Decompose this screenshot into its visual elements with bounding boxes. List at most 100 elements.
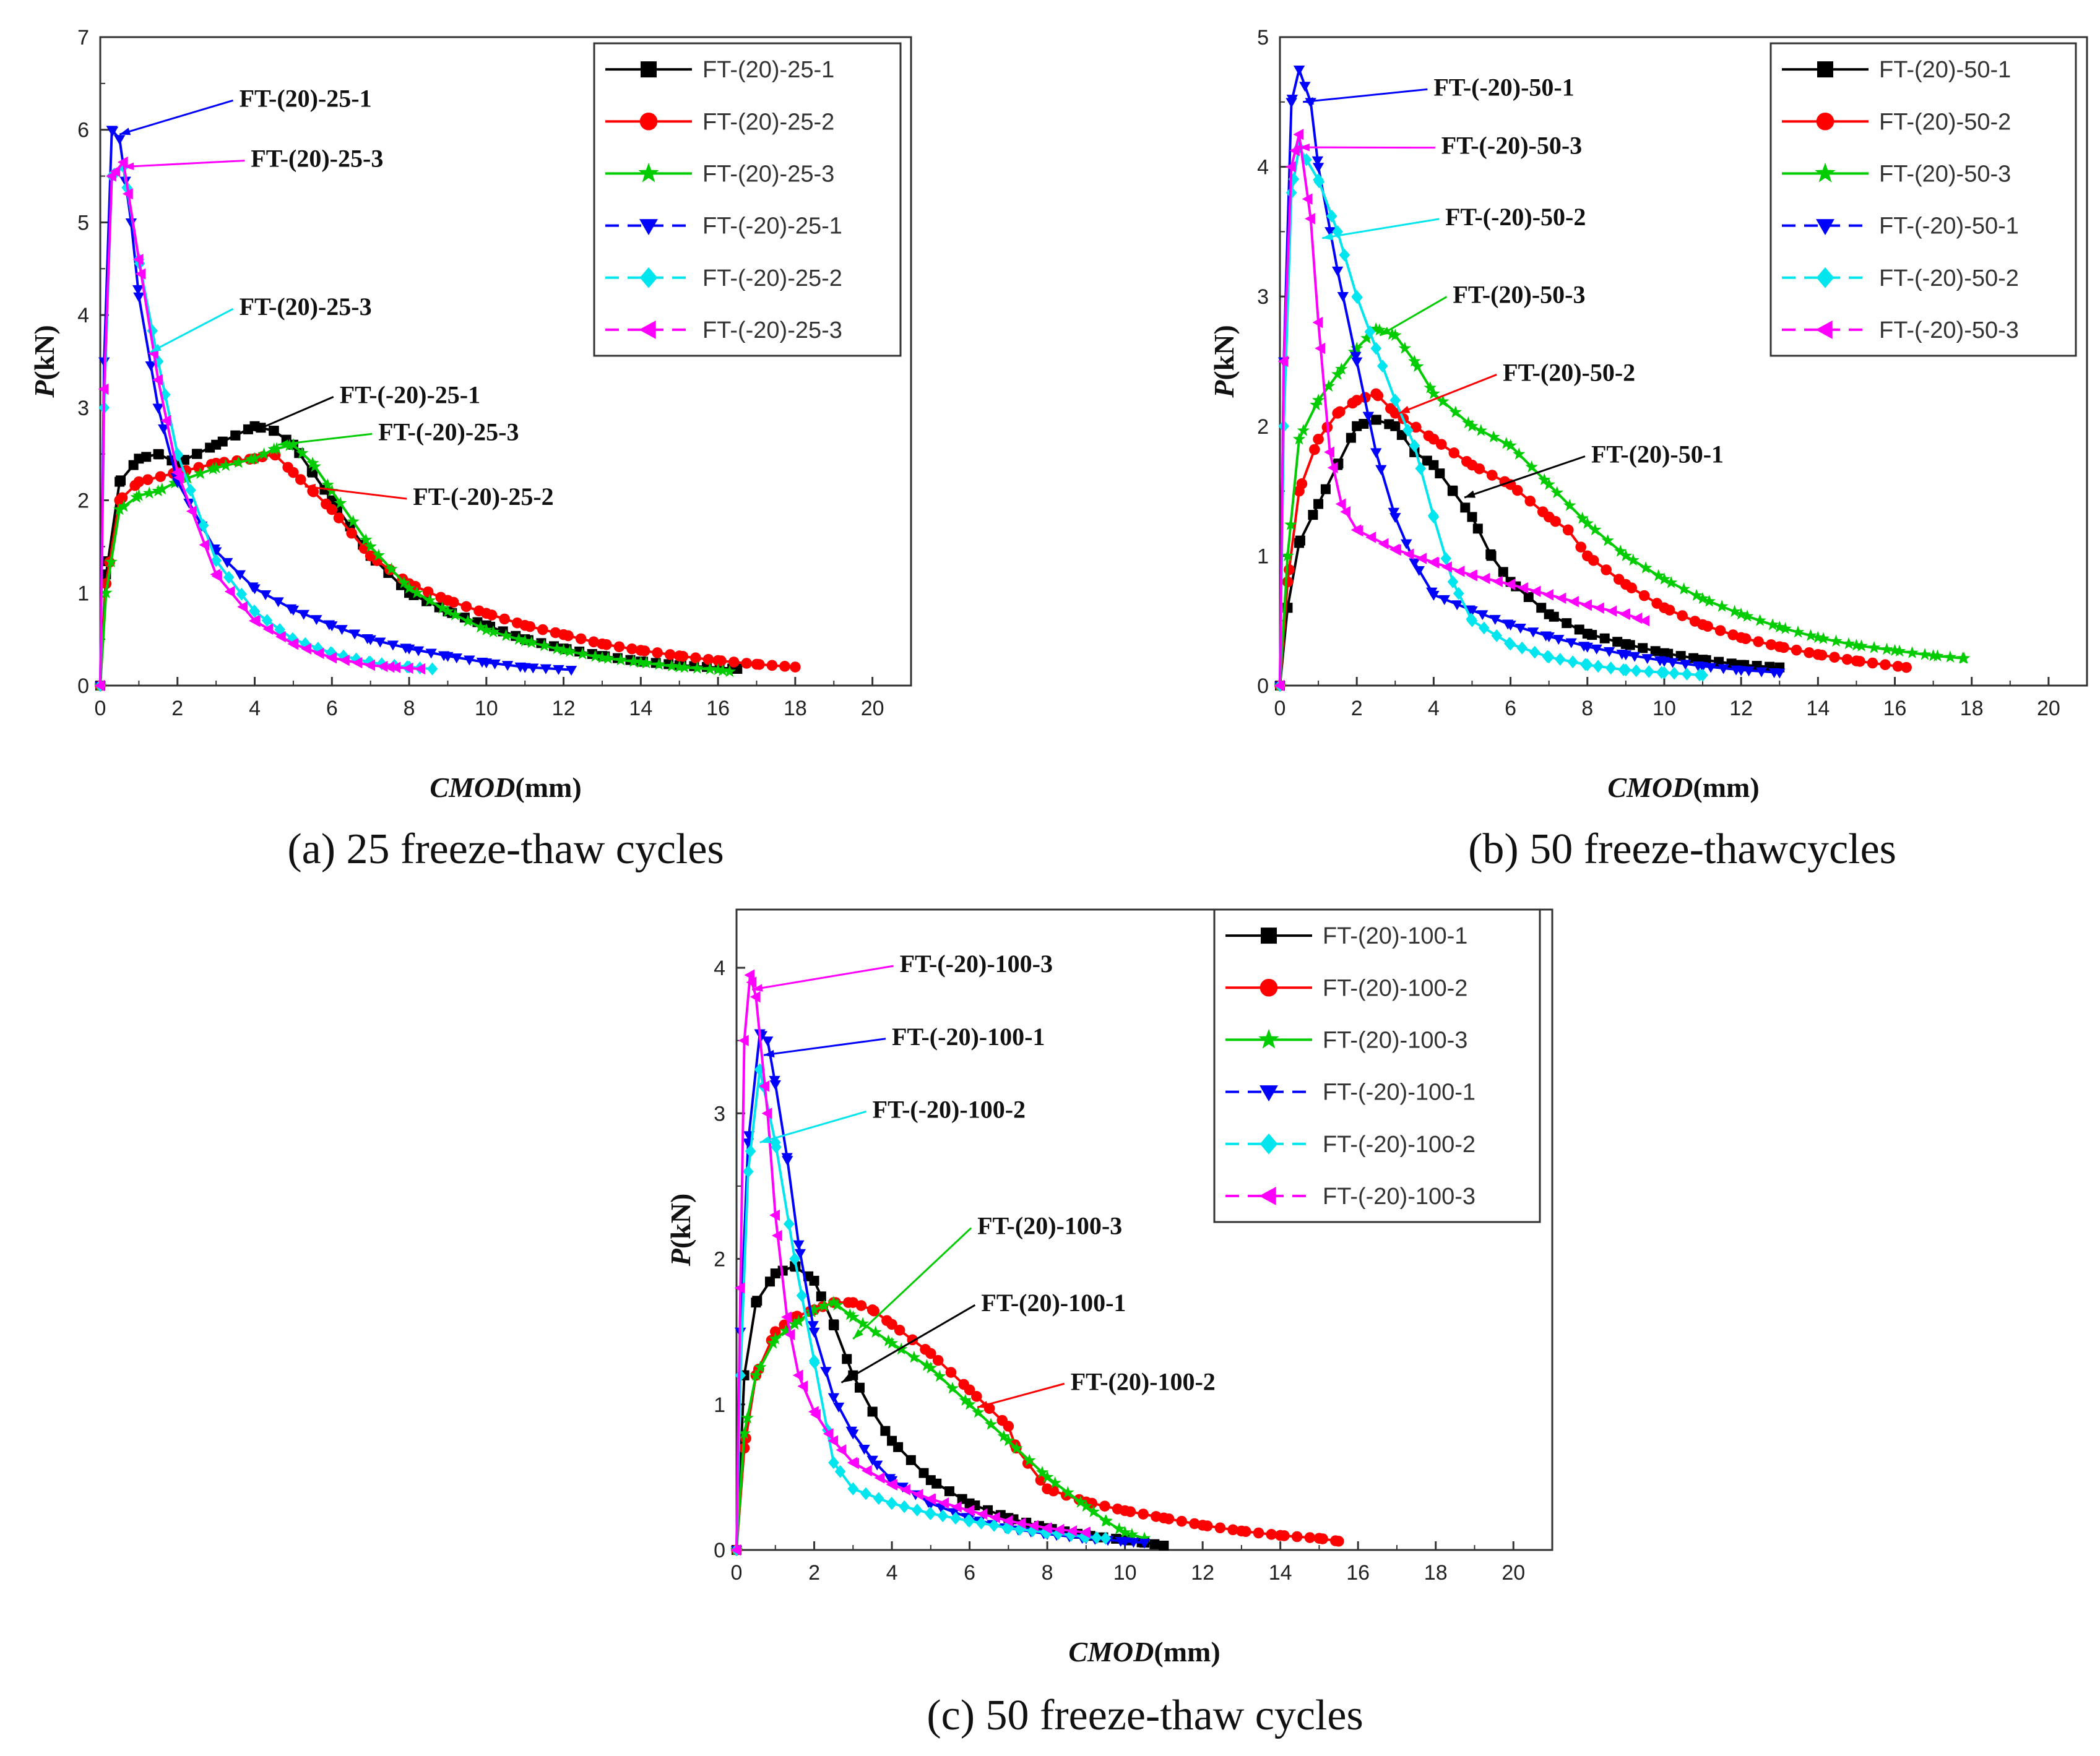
data-point	[827, 1393, 840, 1403]
data-point	[1346, 433, 1356, 443]
data-point	[234, 570, 246, 580]
legend-box	[1213, 908, 1541, 1223]
data-point	[359, 533, 373, 546]
annotation-label: FT-(20)-50-2	[1503, 358, 1635, 386]
annotation-label: FT-(-20)-50-2	[1445, 203, 1586, 231]
data-point	[1158, 1512, 1170, 1524]
annotation-arrow	[123, 162, 134, 170]
data-point	[385, 562, 398, 575]
data-point	[856, 1317, 870, 1329]
data-point	[262, 623, 274, 635]
data-point	[209, 461, 223, 473]
panel-caption: (a) 25 freeze-thaw cycles	[287, 825, 724, 873]
data-point	[1715, 600, 1729, 612]
data-point	[1486, 551, 1497, 561]
data-point	[224, 585, 235, 598]
data-point	[1931, 649, 1944, 662]
series-FT-(20)-50-1	[1275, 415, 1785, 691]
data-point	[321, 478, 334, 491]
data-point	[1641, 654, 1653, 665]
data-point	[287, 437, 300, 450]
data-point	[1927, 649, 1940, 661]
data-point	[818, 1299, 831, 1312]
x-tick-label: 0	[95, 697, 106, 720]
data-point	[113, 502, 126, 515]
data-point	[866, 1304, 878, 1315]
data-point	[1408, 355, 1421, 367]
data-point	[754, 1361, 767, 1373]
annotation: FT-(-20)-50-2	[1322, 203, 1586, 241]
data-point	[905, 1455, 916, 1465]
legend: FT-(20)-50-1 FT-(20)-50-2 FT-(20)-50-3 FT-(…	[1769, 42, 2077, 357]
data-point	[1350, 342, 1363, 354]
data-point	[1292, 433, 1306, 445]
data-point	[836, 1444, 847, 1456]
data-point	[784, 1328, 795, 1341]
data-point	[1427, 387, 1440, 400]
data-point	[797, 1380, 808, 1392]
data-point	[1867, 641, 1881, 653]
data-point	[193, 462, 204, 473]
legend-item: FT-(20)-50-3	[1782, 161, 2011, 187]
data-point	[808, 1406, 819, 1418]
data-point	[1388, 507, 1400, 518]
data-point	[1743, 666, 1755, 677]
data-point	[1466, 569, 1477, 582]
data-point	[295, 474, 306, 485]
data-point	[1370, 388, 1382, 400]
legend-item: FT-(-20)-25-1	[605, 213, 842, 239]
data-point	[1462, 416, 1475, 429]
data-point	[1081, 1530, 1092, 1544]
data-point	[313, 647, 324, 660]
data-point	[907, 1351, 921, 1363]
data-point	[1015, 1517, 1026, 1530]
data-point	[827, 1435, 839, 1447]
data-point	[1479, 572, 1490, 585]
data-point	[132, 254, 144, 265]
data-point	[1958, 652, 1971, 664]
data-point	[558, 629, 569, 640]
data-point	[230, 430, 241, 441]
data-point	[160, 415, 171, 427]
data-point	[538, 639, 551, 652]
data-point	[308, 467, 318, 478]
data-point	[1364, 325, 1376, 338]
legend-label: FT-(20)-100-3	[1323, 1027, 1467, 1053]
data-point	[1855, 639, 1868, 652]
legend-label: FT-(-20)-50-2	[1879, 265, 2019, 291]
data-point	[1901, 661, 1912, 673]
annotation-arrow	[853, 1328, 863, 1339]
data-point	[249, 605, 261, 618]
data-point	[1659, 648, 1669, 658]
data-point	[1581, 658, 1593, 671]
data-point	[553, 665, 564, 675]
data-point	[499, 629, 512, 642]
data-point	[1527, 627, 1539, 638]
data-point	[1735, 632, 1747, 643]
data-point	[236, 587, 248, 601]
data-point	[691, 661, 704, 674]
chart-panel-c: 0 2 4 6 8 10 12 14 16 18 2001234CMOD(mm)P(kN)FT-(-…	[665, 908, 1553, 1739]
data-point	[1376, 359, 1388, 372]
data-point	[1159, 1540, 1169, 1551]
data-point	[886, 1319, 897, 1330]
data-point	[257, 447, 270, 460]
data-point	[951, 1501, 962, 1513]
data-point	[847, 1482, 859, 1496]
legend-item: FT-(-20)-50-3	[1782, 317, 2019, 343]
data-point	[1451, 600, 1463, 611]
series-line	[735, 973, 1087, 1551]
data-point	[1605, 661, 1617, 674]
data-point	[1591, 644, 1602, 655]
x-tick-label: 2	[171, 697, 183, 720]
data-point	[397, 576, 411, 588]
data-point	[959, 1393, 972, 1406]
data-point	[135, 268, 146, 280]
data-point	[1337, 291, 1349, 302]
data-point	[1293, 66, 1305, 75]
data-point	[145, 361, 157, 372]
legend-marker	[639, 112, 658, 131]
legend-item: FT-(-20)-50-2	[1782, 265, 2019, 291]
data-point	[925, 1507, 936, 1520]
legend-item: FT-(-20)-100-1	[1225, 1080, 1476, 1106]
